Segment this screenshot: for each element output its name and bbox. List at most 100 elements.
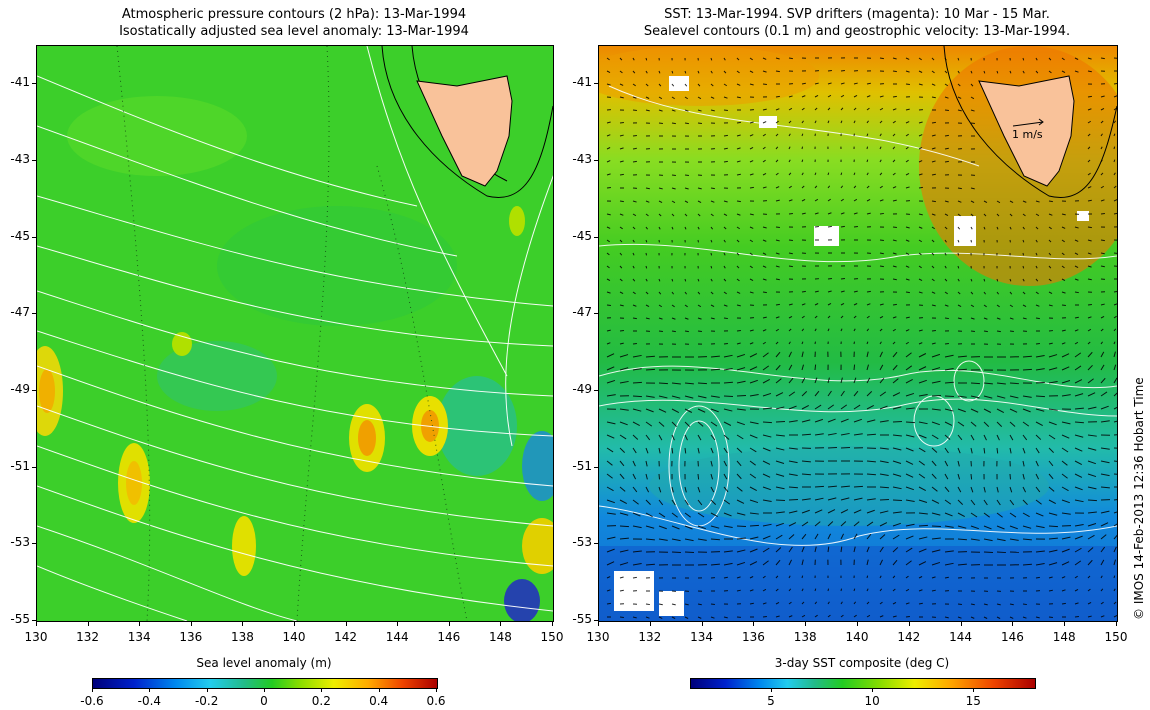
velocity-vector bbox=[983, 200, 988, 204]
velocity-vector bbox=[684, 330, 689, 333]
velocity-vector bbox=[710, 603, 715, 606]
velocity-vector bbox=[983, 525, 992, 530]
velocity-vector bbox=[1100, 172, 1104, 176]
right-title-line1: SST: 13-Mar-1994. SVP drifters (magenta)… bbox=[664, 7, 1050, 22]
velocity-vector bbox=[710, 304, 715, 307]
velocity-vector bbox=[879, 212, 884, 215]
velocity-vector bbox=[801, 199, 806, 202]
velocity-vector bbox=[1009, 278, 1012, 282]
velocity-vector bbox=[905, 121, 910, 124]
velocity-vector bbox=[853, 509, 862, 514]
velocity-vector bbox=[1035, 213, 1040, 217]
velocity-vector bbox=[645, 368, 655, 371]
velocity-vector bbox=[749, 536, 759, 540]
velocity-vector bbox=[801, 120, 804, 124]
velocity-vector bbox=[723, 525, 733, 528]
velocity-vector bbox=[749, 121, 754, 124]
velocity-vector bbox=[957, 421, 965, 427]
velocity-vector bbox=[762, 588, 767, 592]
velocity-vector bbox=[749, 366, 758, 371]
velocity-vector bbox=[970, 330, 975, 333]
left-colorbar-label: Sea level anomaly (m) bbox=[196, 656, 332, 670]
velocity-vector bbox=[684, 408, 693, 413]
velocity-vector bbox=[632, 252, 635, 256]
velocity-vector bbox=[619, 304, 624, 307]
velocity-vector bbox=[684, 395, 694, 399]
velocity-vector bbox=[879, 199, 884, 202]
velocity-vector bbox=[684, 512, 691, 518]
velocity-vector bbox=[983, 291, 987, 295]
velocity-vector bbox=[723, 317, 728, 320]
velocity-vector bbox=[892, 575, 896, 579]
lat-tick-mark bbox=[594, 83, 598, 85]
velocity-vector bbox=[645, 57, 648, 61]
velocity-vector bbox=[697, 395, 707, 399]
velocity-vector bbox=[619, 512, 629, 516]
velocity-vector bbox=[736, 252, 740, 256]
velocity-vector bbox=[658, 226, 661, 230]
velocity-vector bbox=[1061, 379, 1071, 384]
velocity-vector bbox=[905, 352, 912, 358]
velocity-vector bbox=[944, 147, 949, 150]
velocity-vector bbox=[710, 395, 720, 398]
velocity-vector bbox=[879, 315, 884, 319]
velocity-vector bbox=[1087, 239, 1092, 242]
velocity-vector bbox=[684, 434, 688, 441]
scale-arrow bbox=[1012, 121, 1044, 127]
velocity-vector bbox=[658, 512, 666, 518]
velocity-vector bbox=[970, 486, 974, 493]
velocity-vector bbox=[918, 602, 923, 605]
velocity-vector bbox=[827, 94, 832, 98]
velocity-vector bbox=[762, 352, 769, 358]
velocity-vector bbox=[762, 329, 767, 332]
velocity-vector bbox=[658, 291, 662, 295]
velocity-vector bbox=[788, 185, 792, 189]
velocity-vector bbox=[736, 160, 741, 163]
velocity-vector bbox=[1113, 364, 1117, 371]
velocity-vector bbox=[1100, 328, 1104, 332]
velocity-vector bbox=[970, 213, 974, 217]
velocity-vector bbox=[1061, 561, 1070, 566]
velocity-vector bbox=[606, 447, 614, 453]
velocity-vector bbox=[762, 252, 767, 255]
velocity-vector bbox=[840, 390, 845, 397]
velocity-vector bbox=[697, 291, 701, 295]
velocity-vector bbox=[775, 575, 779, 579]
velocity-vector bbox=[1087, 615, 1092, 618]
velocity-vector bbox=[879, 498, 889, 501]
velocity-vector bbox=[879, 510, 889, 514]
velocity-vector bbox=[619, 213, 624, 216]
velocity-vector bbox=[1113, 107, 1117, 111]
velocity-vector bbox=[1061, 353, 1070, 358]
velocity-vector bbox=[1009, 421, 1016, 427]
velocity-vector bbox=[736, 549, 746, 553]
velocity-vector bbox=[658, 278, 661, 282]
velocity-vector bbox=[853, 212, 858, 215]
velocity-vector bbox=[905, 547, 913, 553]
velocity-vector bbox=[931, 512, 941, 516]
velocity-vector bbox=[1061, 576, 1066, 579]
velocity-vector bbox=[970, 512, 978, 518]
velocity-vector bbox=[1100, 364, 1105, 371]
velocity-vector bbox=[658, 187, 663, 190]
velocity-vector bbox=[1113, 212, 1117, 215]
velocity-vector bbox=[658, 382, 668, 385]
velocity-vector bbox=[710, 109, 715, 112]
velocity-vector bbox=[983, 317, 988, 320]
velocity-vector bbox=[944, 381, 954, 384]
velocity-vector bbox=[866, 377, 871, 384]
velocity-vector bbox=[905, 615, 910, 618]
lat-tick-mark bbox=[32, 160, 36, 161]
velocity-vector bbox=[619, 473, 625, 480]
velocity-vector bbox=[723, 421, 732, 426]
velocity-vector bbox=[723, 486, 729, 493]
velocity-vector bbox=[853, 172, 856, 176]
velocity-vector bbox=[619, 147, 624, 150]
velocity-vector bbox=[632, 226, 636, 230]
velocity-vector bbox=[905, 523, 915, 527]
velocity-vector bbox=[658, 486, 662, 493]
lon-tick-mark bbox=[805, 621, 807, 626]
velocity-vector bbox=[801, 460, 811, 463]
velocity-vector bbox=[671, 395, 681, 399]
velocity-vector bbox=[645, 499, 651, 506]
